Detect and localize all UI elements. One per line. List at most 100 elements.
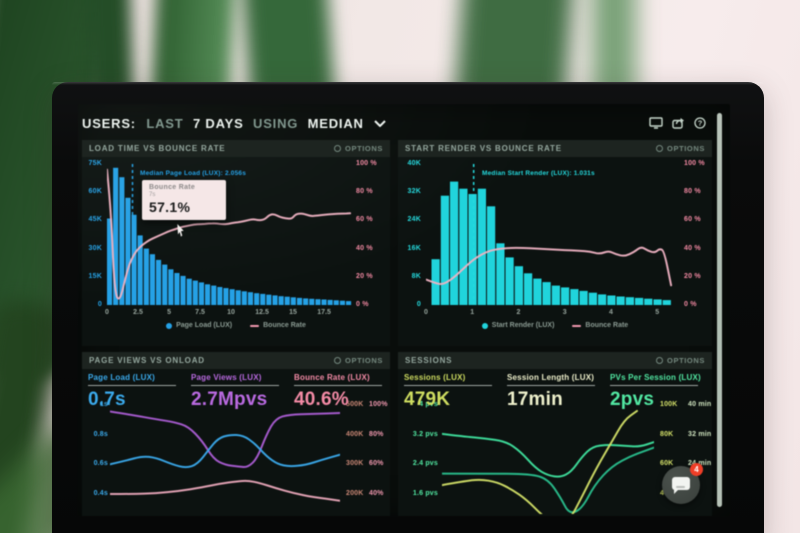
bar	[297, 297, 303, 305]
panel-load-time: LOAD TIME VS BOUNCE RATE OPTIONS Median …	[82, 140, 390, 346]
bar	[662, 300, 671, 305]
options-label: OPTIONS	[667, 144, 705, 153]
bar	[156, 259, 162, 305]
y-axis-right-tick: 60 %	[684, 216, 701, 224]
help-icon[interactable]: ?	[694, 117, 706, 129]
options-label: OPTIONS	[345, 356, 383, 365]
bar	[496, 243, 505, 305]
bezel-highlight	[52, 82, 764, 85]
dashboard-titlebar: USERS: LAST 7 DAYS USING MEDIAN ?	[82, 114, 720, 136]
options-button[interactable]: OPTIONS	[334, 356, 383, 365]
metric-underline	[404, 385, 492, 386]
y-axis-left-tick: 0.6s	[93, 460, 108, 468]
metric-underline	[507, 385, 595, 386]
legend-label: Bounce Rate	[585, 322, 629, 329]
bar	[290, 297, 296, 305]
share-icon[interactable]	[672, 117, 685, 129]
options-button[interactable]: OPTIONS	[334, 144, 383, 153]
bar	[131, 214, 137, 305]
y-axis-right-tick: 200K	[346, 490, 364, 497]
legend-item[interactable]: Bounce Rate	[572, 322, 628, 329]
legend-dash-icon	[572, 324, 582, 327]
x-axis-tick: 17.5	[317, 309, 331, 316]
metric-underline	[610, 385, 698, 386]
y-axis-right-tick: 80%	[369, 430, 384, 438]
bar	[198, 282, 204, 305]
page-title-using: USING	[253, 116, 299, 131]
panel-header: SESSIONS OPTIONS	[398, 352, 712, 369]
x-axis-tick: 5	[655, 309, 660, 316]
bar	[625, 297, 634, 305]
x-axis-tick: 12.5	[255, 309, 269, 316]
y-axis-right-tick: 80K	[660, 430, 674, 438]
legend-dot-icon	[481, 322, 488, 329]
y-axis-right-tick: 100 %	[684, 160, 705, 167]
legend-item[interactable]: Page Load (LUX)	[166, 322, 232, 329]
bar	[607, 295, 616, 305]
bar	[533, 278, 542, 305]
metric-underline	[191, 385, 279, 386]
metric-underline	[294, 385, 382, 386]
series-line	[442, 446, 654, 514]
chat-bubble-icon	[672, 477, 690, 494]
bar	[542, 282, 551, 305]
panel-header: PAGE VIEWS VS ONLOAD OPTIONS	[82, 352, 390, 369]
panel-sessions: SESSIONS OPTIONS Sessions (LUX) 479K Sessi…	[398, 352, 712, 516]
y-axis-right-tick: 500K	[346, 401, 364, 408]
bar	[241, 291, 247, 305]
bar	[211, 285, 217, 305]
bar	[205, 284, 211, 305]
series-line	[110, 433, 340, 469]
y-axis-right-tick: 400K	[346, 430, 364, 438]
legend-item[interactable]: Bounce Rate	[250, 322, 306, 329]
y-axis-right-tick: 60 %	[356, 216, 373, 224]
gear-icon	[656, 357, 664, 364]
laptop-bezel: USERS: LAST 7 DAYS USING MEDIAN ?	[52, 82, 764, 533]
notification-badge: 4	[690, 463, 703, 476]
tooltip-value: 57.1%	[149, 199, 191, 215]
x-axis-tick: 7.5	[195, 309, 205, 316]
panel-title: START RENDER VS BOUNCE RATE	[405, 144, 562, 153]
page-title-last: LAST	[146, 116, 184, 131]
metric: PVs Per Session (LUX) 2pvs	[610, 373, 706, 411]
legend-label: Start Render (LUX)	[491, 322, 555, 329]
legend-dot-icon	[166, 322, 173, 329]
panel-header: LOAD TIME VS BOUNCE RATE OPTIONS	[82, 140, 390, 157]
bar	[505, 257, 514, 305]
median-dropdown[interactable]: MEDIAN	[307, 116, 364, 131]
bar	[579, 290, 588, 305]
y-axis-left-tick: 1s	[99, 401, 108, 408]
gear-icon	[334, 145, 342, 152]
bar	[588, 292, 597, 305]
display-icon[interactable]	[649, 117, 663, 129]
gear-icon	[656, 145, 664, 152]
y-axis-left-tick: 15K	[88, 272, 102, 280]
median-annotation: Median Page Load (LUX): 2.056s	[140, 170, 247, 177]
bar	[339, 300, 345, 305]
y-axis-left-tick: 0.4s	[93, 490, 108, 497]
legend-label: Page Load (LUX)	[176, 322, 233, 329]
x-axis-tick: 0	[424, 309, 428, 316]
y-axis-left-tick: 0	[416, 301, 421, 308]
y-axis-right-tick: 20 %	[684, 272, 701, 280]
bar	[644, 298, 653, 305]
y-axis-right-tick: 32 min	[688, 430, 712, 438]
x-axis-tick: 0	[105, 309, 109, 316]
bar	[468, 194, 477, 305]
bar	[333, 300, 339, 305]
chevron-down-icon[interactable]	[374, 114, 386, 132]
x-axis-tick: 15	[289, 309, 297, 316]
bar	[321, 299, 327, 305]
x-axis-tick: 1	[470, 309, 475, 316]
options-button[interactable]: OPTIONS	[656, 144, 705, 153]
x-axis-tick: 5	[167, 309, 171, 316]
options-button[interactable]: OPTIONS	[656, 356, 705, 365]
metric-value: 2.7Mpvs	[191, 389, 268, 410]
legend-item[interactable]: Start Render (LUX)	[481, 322, 555, 329]
scrollbar[interactable]	[717, 113, 722, 507]
y-axis-right-tick: 60K	[660, 460, 674, 468]
metric-label: Page Load (LUX)	[88, 373, 156, 382]
y-axis-left-tick: 8K	[411, 272, 421, 280]
y-axis-right-tick: 0 %	[684, 301, 697, 308]
chat-widget-button[interactable]: 4	[662, 463, 703, 504]
